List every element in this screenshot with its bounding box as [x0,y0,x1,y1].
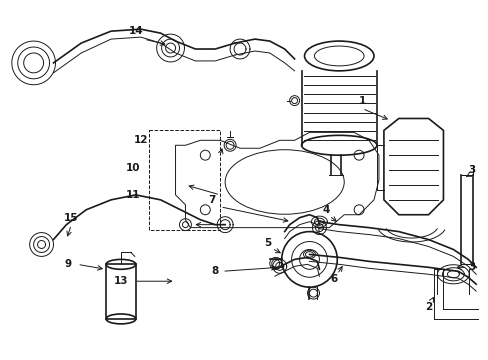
Text: 14: 14 [128,26,143,36]
Text: 8: 8 [211,266,219,276]
Text: 9: 9 [65,259,72,269]
Text: 3: 3 [468,165,475,175]
Bar [148,130,220,230]
Text: 15: 15 [64,213,79,223]
Text: 13: 13 [114,276,128,286]
Text: 4: 4 [322,205,329,215]
Text: 2: 2 [424,302,431,312]
Bar [106,264,136,319]
Text: 5: 5 [264,238,271,248]
Text: 10: 10 [125,163,140,173]
Text: 7: 7 [208,195,216,205]
Text: 3: 3 [468,262,475,272]
Text: 1: 1 [358,96,365,105]
Text: 11: 11 [125,190,140,200]
Text: 12: 12 [133,135,148,145]
Text: 6: 6 [330,274,337,284]
